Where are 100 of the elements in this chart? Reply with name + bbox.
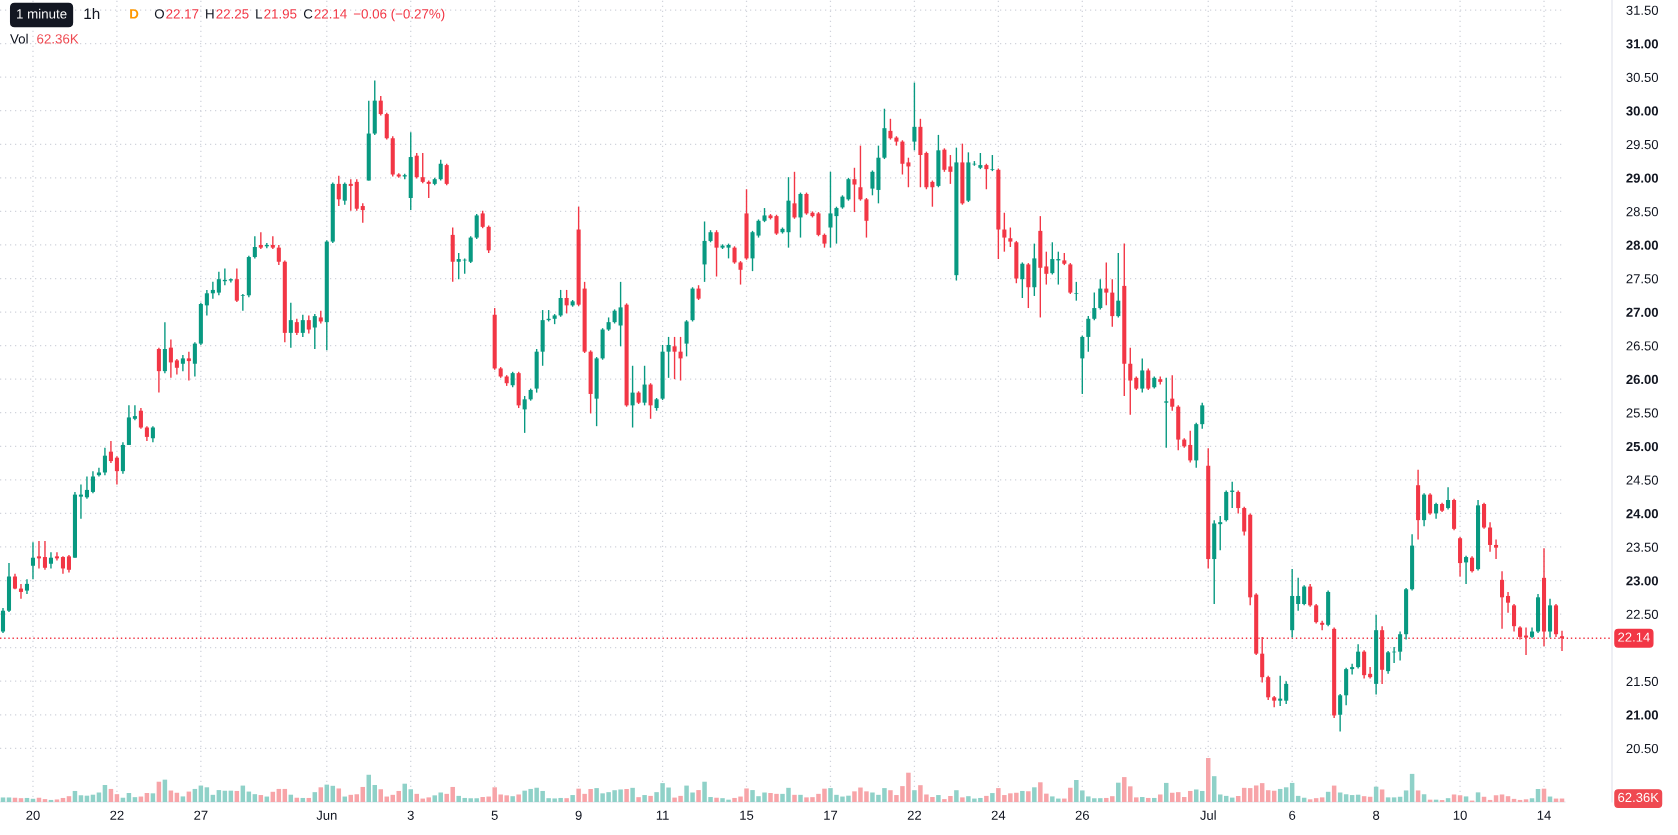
candlestick <box>414 152 419 180</box>
bar <box>792 794 797 802</box>
bar <box>1349 795 1355 802</box>
candlestick <box>942 147 947 173</box>
candlestick <box>1296 577 1301 612</box>
bar <box>954 790 959 802</box>
bar <box>1116 782 1121 802</box>
bar <box>570 795 575 802</box>
candlestick <box>1356 643 1361 670</box>
bar <box>630 787 635 802</box>
x-tick-label: 27 <box>194 810 208 820</box>
candlestick <box>90 470 95 494</box>
bar <box>1253 785 1259 802</box>
bar <box>714 797 719 802</box>
text: 62.36K <box>1618 792 1659 803</box>
candlestick <box>474 213 479 240</box>
candlestick <box>168 338 173 379</box>
annotation: 22.14 <box>314 9 347 19</box>
candlestick <box>180 354 185 372</box>
bar <box>1020 790 1025 802</box>
bar <box>1176 792 1181 802</box>
bar <box>378 789 384 802</box>
candlestick <box>36 540 42 570</box>
candlestick <box>1098 278 1103 311</box>
candlestick <box>618 281 623 347</box>
candlestick <box>984 163 989 190</box>
x-tick-label: 5 <box>491 810 498 820</box>
candlestick <box>96 467 101 478</box>
candlestick <box>54 551 59 562</box>
bar <box>696 790 701 802</box>
annotation: L <box>256 9 263 19</box>
candlestick <box>1188 430 1193 464</box>
candlestick <box>270 235 275 250</box>
bar <box>258 795 264 802</box>
bar <box>78 795 84 802</box>
candlestick <box>1320 620 1325 631</box>
bar <box>1152 797 1157 802</box>
bar <box>42 799 48 802</box>
annotation: H <box>206 9 214 19</box>
y-tick-label: 23.00 <box>1626 576 1659 586</box>
candlestick <box>1308 583 1313 608</box>
bar <box>1391 797 1397 802</box>
bar <box>1385 797 1391 802</box>
bar <box>1140 797 1145 802</box>
bar <box>624 789 629 802</box>
x-tick-label: Jun <box>316 810 337 820</box>
candlestick <box>666 336 671 379</box>
candlestick <box>888 118 893 141</box>
bar <box>1445 798 1451 802</box>
candlestick <box>1008 226 1013 248</box>
bar <box>1523 799 1529 802</box>
candlestick <box>102 446 107 476</box>
y-tick-label: 28.50 <box>1626 207 1659 217</box>
y-tick-label: 23.50 <box>1626 542 1659 552</box>
y-tick-label: 27.50 <box>1626 274 1659 284</box>
candlestick <box>162 321 167 374</box>
annotation: C <box>303 9 313 19</box>
annotation: 1 minute <box>17 8 67 19</box>
bar <box>798 794 803 802</box>
candlestick <box>1110 278 1115 328</box>
candlestick <box>438 159 443 182</box>
bar <box>1313 798 1319 802</box>
bar <box>936 795 941 802</box>
candlestick <box>1236 489 1241 515</box>
candlestick <box>1170 374 1175 412</box>
candlestick <box>1284 680 1289 705</box>
candlestick <box>348 178 353 212</box>
candlestick <box>1266 675 1271 701</box>
bar <box>1421 794 1427 802</box>
bar <box>1319 797 1325 802</box>
x-tick-label: 26 <box>1075 810 1089 820</box>
candlestick <box>1026 262 1031 309</box>
candlestick <box>1146 367 1151 391</box>
x-tick-label: 17 <box>824 810 838 820</box>
y-tick-label: 30.00 <box>1626 106 1659 116</box>
candlestick <box>630 365 635 429</box>
candlestick <box>342 181 347 206</box>
x-tick-label: 24 <box>991 810 1006 820</box>
candlestick <box>672 336 677 380</box>
candlestick <box>930 179 935 208</box>
candlestick <box>258 231 263 250</box>
annotation: O <box>154 9 164 19</box>
x-tick-label: 8 <box>1373 810 1380 820</box>
candlestick <box>1050 241 1055 276</box>
x-tick-label: 22 <box>110 810 124 820</box>
bar <box>1535 789 1541 802</box>
candlestick <box>156 346 161 394</box>
y-tick-label: 26.50 <box>1626 341 1659 351</box>
candlestick <box>1278 675 1283 707</box>
bar <box>0 797 6 802</box>
candlestick <box>48 551 54 570</box>
bar <box>1158 794 1163 802</box>
candlestick <box>906 157 911 188</box>
candlestick <box>648 382 653 420</box>
candlestick <box>1494 538 1499 560</box>
candlestick <box>456 252 461 280</box>
candlestick <box>78 483 83 520</box>
y-tick-label: 22.50 <box>1626 609 1659 619</box>
candlestick <box>804 191 809 216</box>
candlestick <box>642 365 647 407</box>
